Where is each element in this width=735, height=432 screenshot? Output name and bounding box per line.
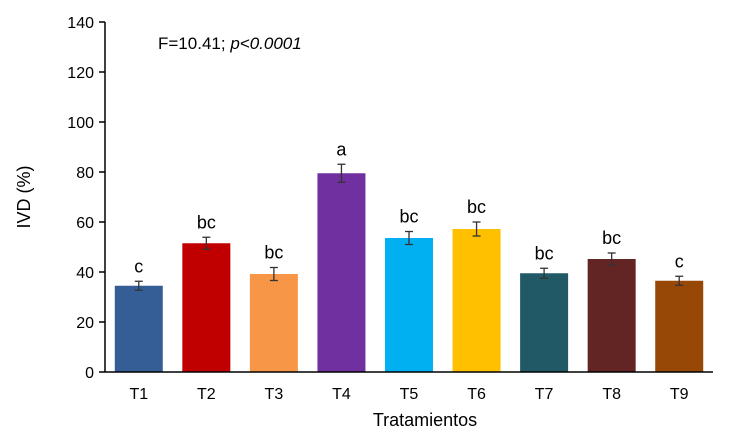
bar-t3 bbox=[249, 274, 298, 372]
error-bar-t2 bbox=[202, 236, 211, 250]
x-tick-label-t4: T4 bbox=[332, 386, 351, 403]
significance-label-t4: a bbox=[336, 139, 347, 159]
error-bar-t7 bbox=[540, 267, 549, 279]
y-tick-label: 20 bbox=[76, 315, 94, 332]
x-tick-label-t6: T6 bbox=[467, 386, 486, 403]
stat-annotation: F=10.41; p<0.0001 bbox=[158, 34, 302, 53]
p-value: p<0.0001 bbox=[229, 34, 301, 53]
error-bar-t5 bbox=[405, 230, 413, 246]
y-tick-label: 80 bbox=[76, 165, 94, 182]
significance-label-t9: c bbox=[675, 251, 684, 271]
x-axis-ticks: T1 T2 T3 T4 T5 T6 T7 T8 T9 bbox=[129, 386, 688, 403]
significance-label-t6: bc bbox=[467, 197, 486, 217]
y-axis-title: IVD (%) bbox=[14, 166, 34, 229]
bar-t2 bbox=[182, 243, 231, 372]
error-bar-t9 bbox=[675, 275, 684, 286]
y-tick-label: 100 bbox=[67, 115, 94, 132]
bar-t5 bbox=[385, 238, 433, 372]
x-tick-label-t3: T3 bbox=[265, 386, 284, 403]
x-tick-label-t2: T2 bbox=[197, 386, 216, 403]
y-tick-label: 140 bbox=[67, 15, 94, 32]
error-bar-t1 bbox=[134, 280, 143, 291]
error-bar-t3 bbox=[269, 266, 278, 282]
bar-t7 bbox=[520, 273, 569, 372]
y-tick-label: 60 bbox=[76, 215, 94, 232]
bar-t8 bbox=[587, 259, 636, 372]
error-bar-t8 bbox=[607, 252, 616, 266]
y-tick-label: 120 bbox=[67, 65, 94, 82]
significance-label-t5: bc bbox=[399, 207, 418, 227]
significance-labels: c bc bc a bc bc bc bc c bbox=[134, 139, 683, 276]
error-bar-t6 bbox=[472, 221, 481, 237]
significance-label-t1: c bbox=[134, 256, 143, 276]
bar-t4 bbox=[317, 173, 366, 372]
error-bars bbox=[134, 163, 684, 291]
significance-label-t3: bc bbox=[264, 243, 283, 263]
bar-t9 bbox=[655, 280, 704, 372]
bar-t6 bbox=[452, 229, 501, 372]
error-bar-t4 bbox=[337, 163, 346, 183]
y-tick-label: 40 bbox=[76, 265, 94, 282]
x-tick-label-t1: T1 bbox=[129, 386, 148, 403]
f-statistic: F=10.41; bbox=[158, 34, 230, 53]
x-tick-label-t7: T7 bbox=[535, 386, 554, 403]
x-tick-label-t8: T8 bbox=[602, 386, 621, 403]
significance-label-t7: bc bbox=[535, 243, 554, 263]
x-axis-title: Tratamientos bbox=[373, 410, 477, 430]
x-tick-label-t9: T9 bbox=[670, 386, 689, 403]
significance-label-t2: bc bbox=[197, 212, 216, 232]
bars bbox=[114, 173, 704, 372]
y-tick-label: 0 bbox=[85, 365, 94, 382]
x-tick-label-t5: T5 bbox=[400, 386, 419, 403]
y-axis-ticks: 0 20 40 60 80 100 120 140 bbox=[67, 15, 105, 382]
bar-t1 bbox=[114, 285, 163, 372]
significance-label-t8: bc bbox=[602, 228, 621, 248]
